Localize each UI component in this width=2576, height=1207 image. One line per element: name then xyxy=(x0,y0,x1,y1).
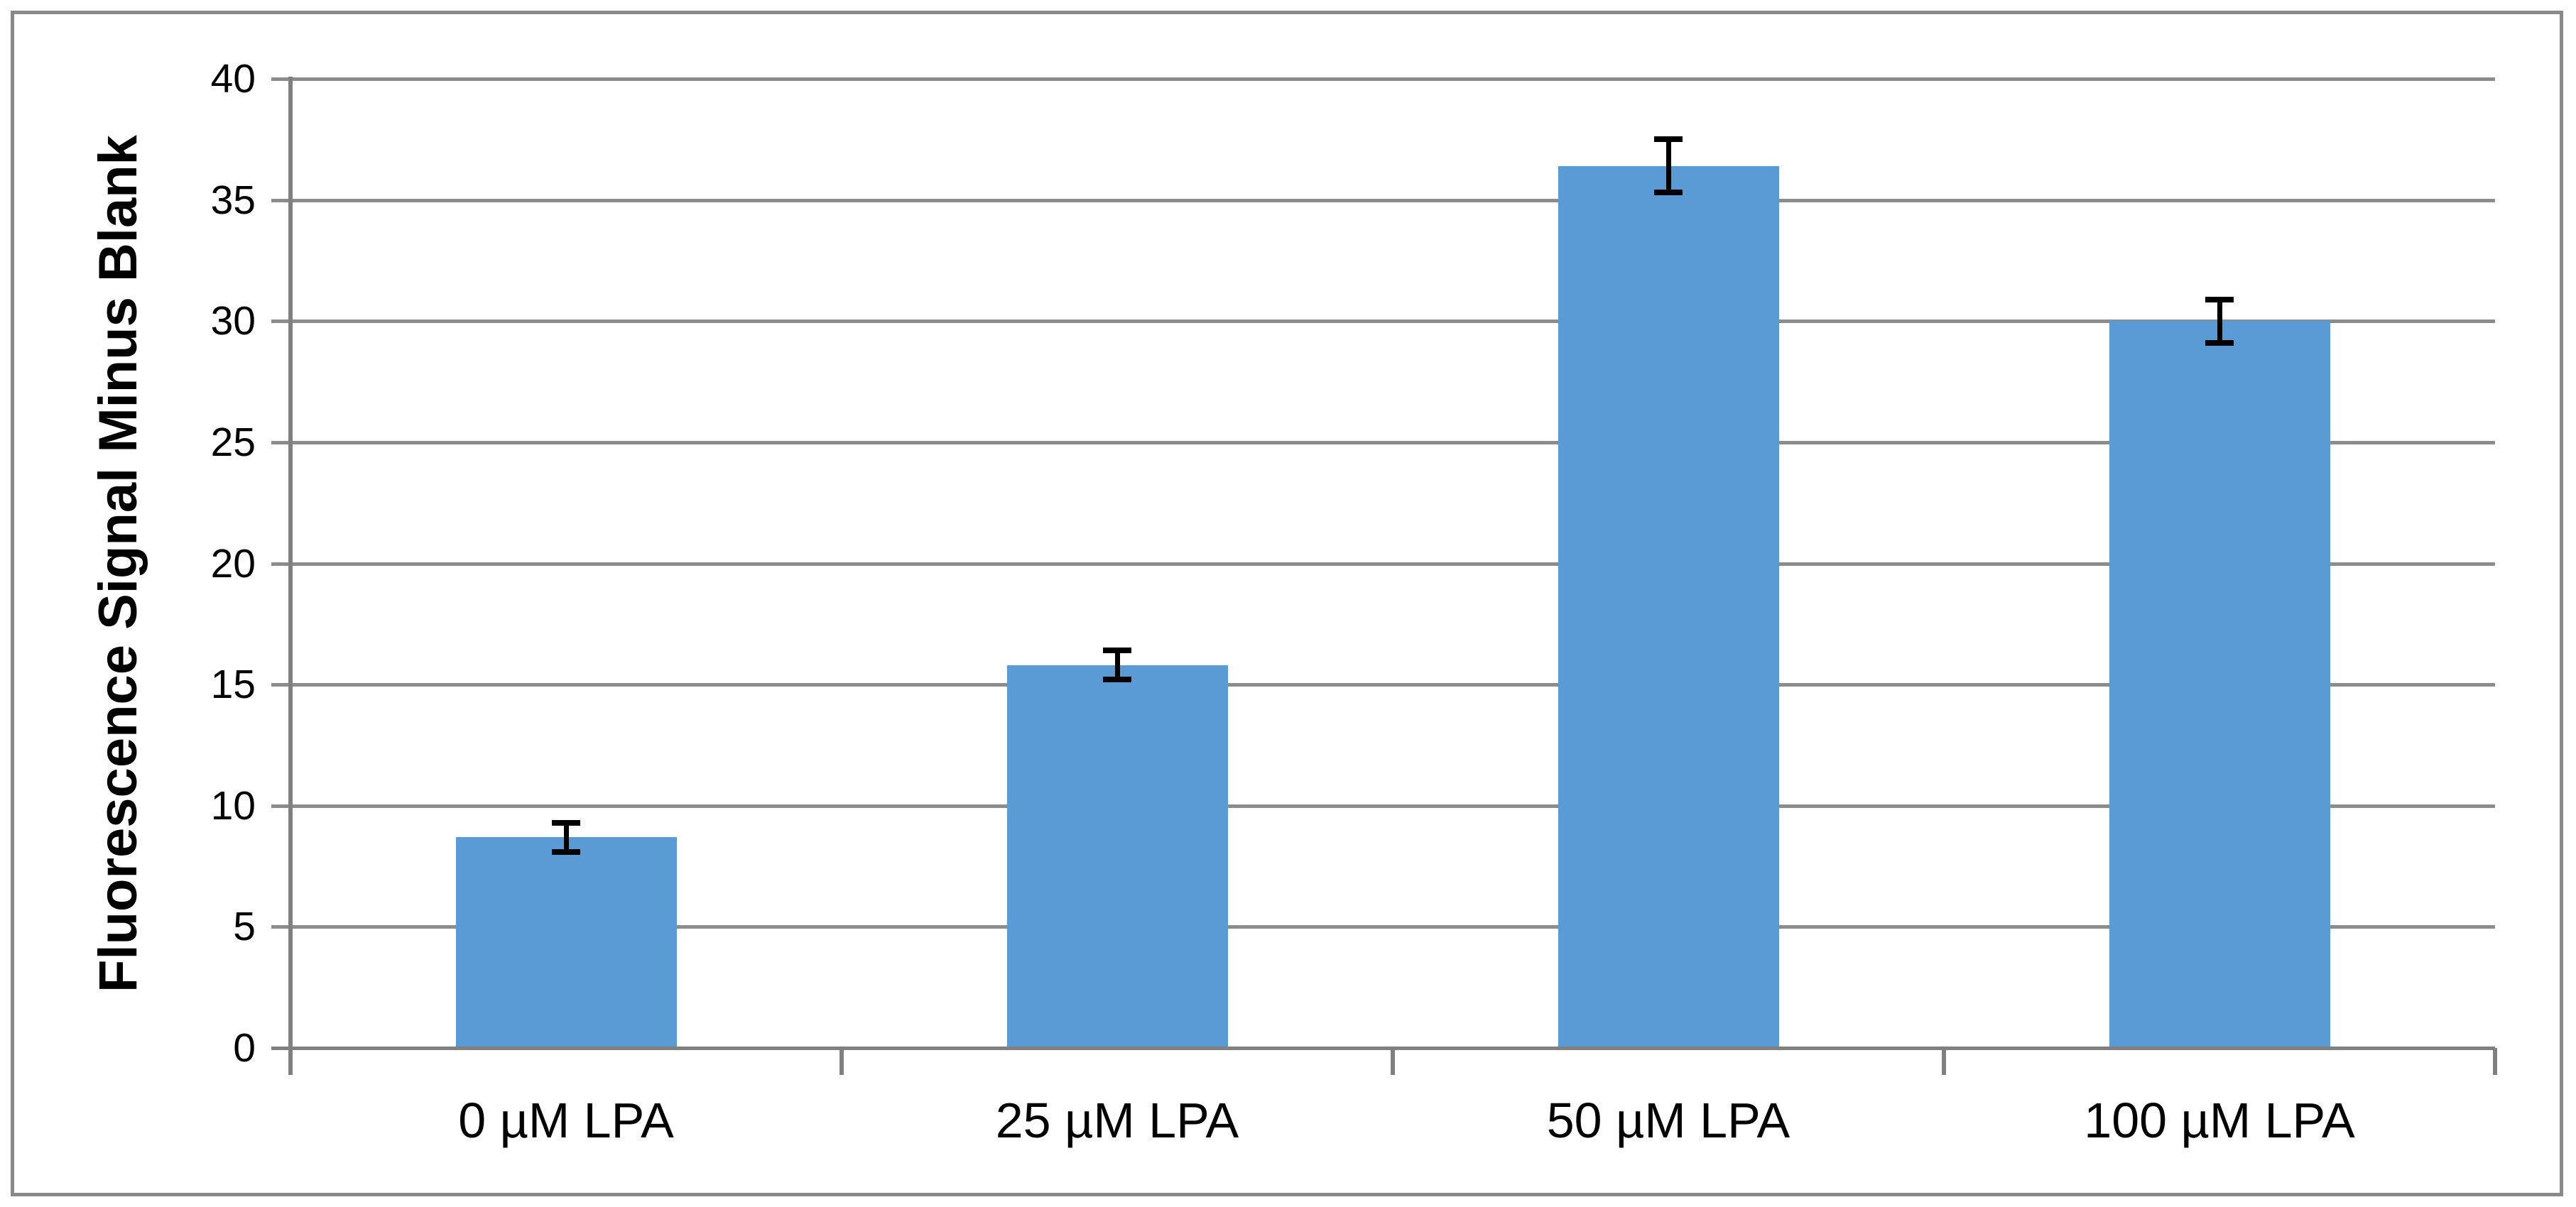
bar xyxy=(2109,321,2330,1048)
x-category-label: 100 µM LPA xyxy=(2084,1093,2355,1148)
y-axis-tick-label: 10 xyxy=(210,782,256,829)
x-axis-tick xyxy=(839,1048,844,1075)
error-bar-cap-top xyxy=(2205,296,2234,302)
error-bar-line xyxy=(1665,139,1671,193)
gridline xyxy=(271,562,2495,566)
y-axis-tick-label: 0 xyxy=(233,1025,256,1071)
error-bar-cap-top xyxy=(1103,648,1131,654)
y-axis-line xyxy=(288,77,293,1050)
bar xyxy=(1558,165,1779,1048)
error-bar-cap-bottom xyxy=(1103,677,1131,683)
bar xyxy=(1006,665,1228,1048)
error-bar-line xyxy=(1114,650,1120,680)
error-bar-cap-top xyxy=(552,819,580,826)
x-category-label: 50 µM LPA xyxy=(1546,1093,1790,1148)
error-bar-cap-bottom xyxy=(2205,339,2234,346)
y-axis-tick-label: 35 xyxy=(210,177,256,223)
x-axis-tick xyxy=(1942,1048,1946,1075)
gridline xyxy=(271,925,2495,929)
x-axis-line xyxy=(271,1047,2495,1050)
gridline xyxy=(271,320,2495,324)
x-category-label: 25 µM LPA xyxy=(995,1093,1239,1148)
gridline xyxy=(271,440,2495,444)
chart-border xyxy=(11,11,2563,1196)
x-axis-tick xyxy=(2493,1048,2497,1075)
x-axis-tick xyxy=(1391,1048,1395,1075)
y-axis-tick-label: 25 xyxy=(210,419,256,465)
y-axis-tick-label: 40 xyxy=(210,56,256,102)
y-axis-tick-label: 5 xyxy=(233,904,256,950)
error-bar-cap-bottom xyxy=(552,848,580,855)
gridline xyxy=(271,683,2495,687)
y-axis-tick-label: 30 xyxy=(210,298,256,344)
x-axis-tick xyxy=(288,1048,293,1075)
error-bar-cap-bottom xyxy=(1654,190,1683,196)
gridline xyxy=(271,804,2495,808)
error-bar-line xyxy=(2217,299,2222,343)
x-category-label: 0 µM LPA xyxy=(458,1093,674,1148)
gridline xyxy=(271,198,2495,202)
error-bar-line xyxy=(563,822,569,852)
y-axis-tick-label: 20 xyxy=(210,540,256,586)
y-axis-tick-label: 15 xyxy=(210,662,256,708)
gridline xyxy=(271,77,2495,81)
error-bar-cap-top xyxy=(1654,136,1683,143)
bar xyxy=(455,837,677,1048)
